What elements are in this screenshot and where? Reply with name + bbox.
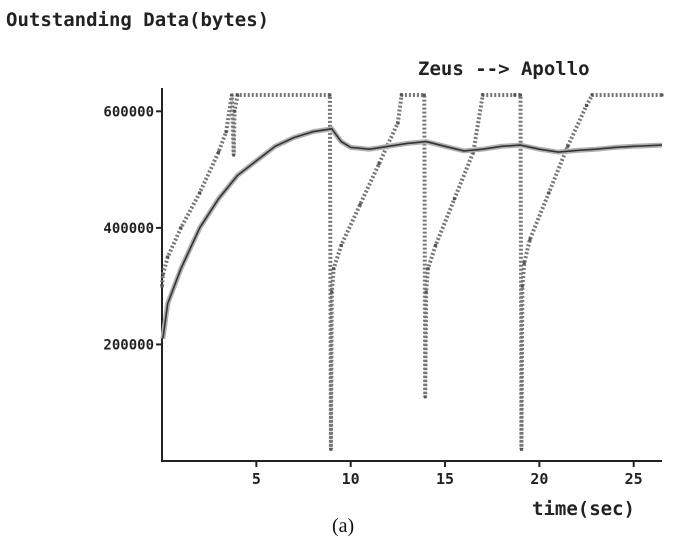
series-outstanding-point	[217, 150, 221, 154]
series-outstanding-point	[528, 238, 532, 242]
series-average-line	[162, 127, 663, 339]
y-tick-label: 600000	[103, 104, 154, 120]
series-outstanding-point	[332, 267, 336, 271]
series-outstanding-point	[235, 93, 239, 97]
series-outstanding-point	[513, 93, 517, 97]
series-outstanding-point	[660, 93, 664, 97]
series-outstanding-point	[358, 203, 362, 207]
series-outstanding-point	[396, 121, 400, 125]
series-outstanding-point	[339, 243, 343, 247]
series-outstanding-point	[520, 284, 524, 288]
series-outstanding-point	[452, 197, 456, 201]
y-ticks: 200000 400000 600000	[103, 104, 162, 353]
x-tick-label: 5	[252, 470, 261, 488]
series-outstanding-point	[566, 144, 570, 148]
series-outstanding-point	[232, 153, 236, 157]
plot-area: 200000 400000 600000 5 10 15 20 25	[103, 88, 664, 488]
series-outstanding-point	[424, 290, 428, 294]
series-outstanding-point	[518, 93, 522, 97]
x-tick-label: 10	[342, 470, 360, 488]
series-outstanding-point	[519, 447, 523, 451]
series-outstanding-point	[422, 93, 426, 97]
chart-title: Outstanding Data(bytes)	[6, 9, 269, 31]
series-outstanding-point	[179, 226, 183, 230]
series-outstanding-point	[377, 162, 381, 166]
series-outstanding-point	[522, 261, 526, 265]
series-outstanding-point	[224, 130, 228, 134]
series-outstanding-point	[423, 395, 427, 399]
series-outstanding-point	[328, 93, 332, 97]
series-outstanding-point	[434, 243, 438, 247]
series-outstanding-point	[547, 191, 551, 195]
y-tick-label: 400000	[103, 221, 154, 237]
series-average-halo	[160, 126, 663, 339]
series-outstanding-point	[233, 109, 237, 113]
chart-annotation: Zeus --> Apollo	[418, 58, 590, 80]
series-layer	[160, 93, 664, 451]
series-outstanding-point	[426, 267, 430, 271]
series-outstanding-point	[166, 255, 170, 259]
series-outstanding-point	[329, 447, 333, 451]
series-outstanding-point	[330, 290, 334, 294]
series-outstanding-point	[481, 93, 485, 97]
series-outstanding-point	[230, 93, 234, 97]
series-outstanding-point	[585, 103, 589, 107]
x-tick-label: 20	[530, 470, 548, 488]
series-outstanding-point	[198, 191, 202, 195]
series-outstanding-point	[400, 93, 404, 97]
y-tick-label: 200000	[103, 337, 154, 353]
x-ticks: 5 10 15 20 25	[252, 461, 643, 488]
x-tick-label: 25	[625, 470, 643, 488]
x-axis-label: time(sec)	[532, 498, 635, 520]
series-outstanding-point	[590, 93, 594, 97]
x-tick-label: 15	[436, 470, 454, 488]
series-outstanding-point	[160, 284, 164, 288]
series-outstanding-point	[161, 273, 165, 276]
figure-caption: (a)	[332, 515, 354, 537]
